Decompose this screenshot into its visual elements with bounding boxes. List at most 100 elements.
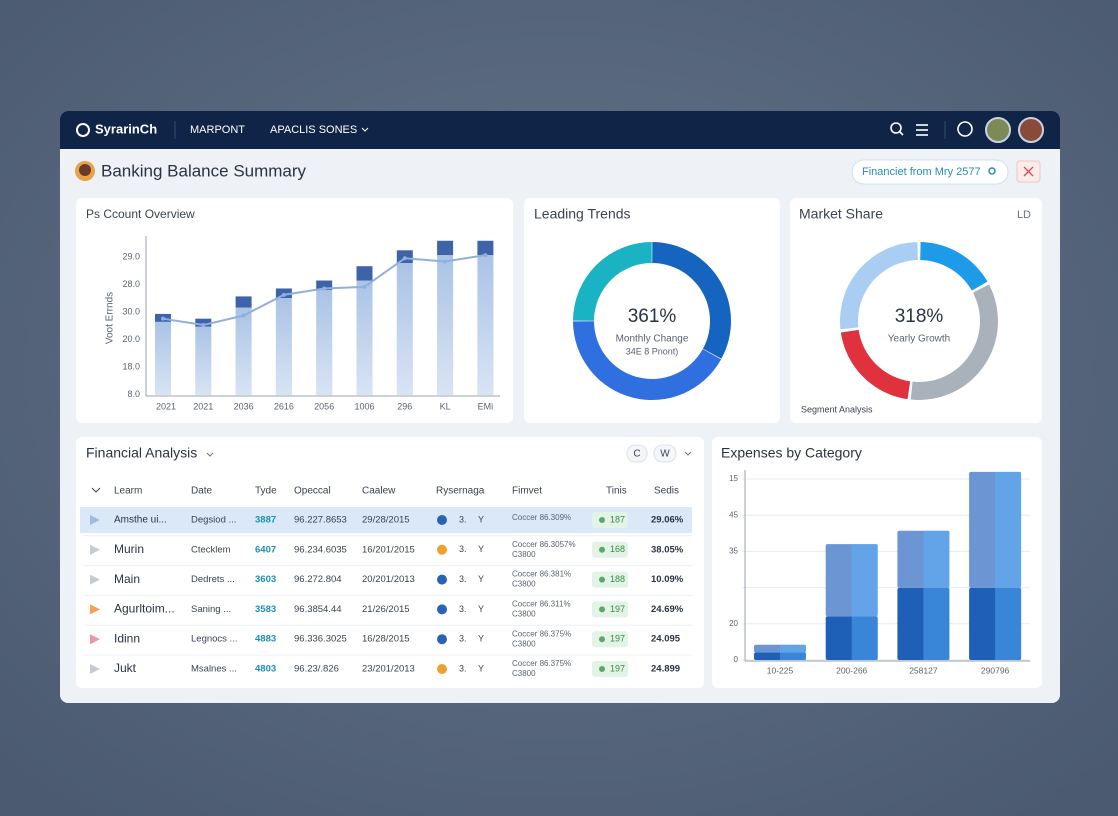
column-header[interactable]: Opeccal	[294, 486, 331, 497]
brand[interactable]: SyrarinCh	[95, 121, 157, 136]
y-tick-label: 8.0	[127, 389, 140, 399]
bar-fade	[437, 255, 454, 395]
chevron[interactable]	[684, 451, 692, 456]
search-icon[interactable]	[890, 122, 904, 136]
cell: Y	[478, 663, 484, 673]
donut-segment	[920, 242, 988, 291]
cell: 197	[610, 634, 625, 644]
y-tick-label: 15	[729, 474, 738, 483]
badge	[592, 541, 628, 558]
panel-footer: Segment Analysis	[801, 404, 873, 414]
cell: Dedrets ...	[191, 574, 235, 585]
column-header[interactable]: Fimvet	[512, 486, 542, 497]
cell[interactable]: Idinn	[114, 631, 140, 645]
bar-fade	[316, 290, 333, 395]
row-icon	[90, 604, 100, 615]
cell[interactable]: Agurltoim...	[114, 602, 175, 616]
cell: 3887	[255, 515, 276, 526]
cell: 29.06%	[651, 515, 684, 526]
column-header[interactable]: Tinis	[606, 486, 627, 497]
cell[interactable]: Main	[114, 572, 140, 586]
row-icon	[90, 515, 100, 525]
trend-point	[362, 284, 367, 289]
y-tick-label: 29.0	[122, 251, 140, 261]
column-header[interactable]: Tyde	[255, 486, 277, 497]
x-tick-label: 2036	[234, 401, 254, 411]
page-title: Banking Balance Summary	[101, 161, 307, 180]
cell: 10.09%	[651, 574, 684, 585]
x-tick-label: 2056	[314, 401, 334, 411]
menu-icon[interactable]	[916, 124, 928, 136]
status-dot	[437, 544, 447, 555]
bar-segment	[356, 266, 373, 281]
cell: Coccer 86.381%	[512, 570, 571, 579]
cell: C3800	[512, 580, 536, 589]
y-tick-label: 20.0	[122, 334, 140, 344]
panel-title: Market Share	[799, 206, 883, 222]
cell: Saning ...	[191, 604, 231, 615]
y-tick-label: 28.0	[122, 279, 140, 289]
cell: 96.336.3025	[294, 634, 347, 645]
button[interactable]	[626, 444, 648, 463]
nav-item[interactable]: MARPONT	[190, 124, 245, 136]
button-label: C	[633, 449, 640, 460]
chevron[interactable]	[206, 452, 214, 457]
trend-point	[483, 253, 488, 258]
chevron[interactable]	[91, 487, 101, 493]
cell[interactable]: Amsthe ui...	[114, 515, 167, 526]
search-box[interactable]	[851, 159, 1009, 185]
cell: 96.23/.826	[294, 664, 339, 675]
bar-highlight	[851, 544, 878, 617]
panel-title: Ps Ccount Overview	[86, 207, 195, 221]
nav-item[interactable]: APACLIS SONES	[270, 124, 357, 136]
cell: 16/28/2015	[362, 634, 410, 645]
cell: 3.	[459, 514, 467, 524]
bar-segment	[754, 644, 806, 653]
donut-value: 318%	[895, 306, 944, 327]
avatar[interactable]	[985, 117, 1011, 143]
cell[interactable]: Murin	[114, 542, 144, 556]
bar-segment	[969, 587, 1022, 660]
brand-logo	[76, 123, 90, 137]
cell: 187	[610, 514, 625, 524]
cell: Coccer 86.375%	[512, 659, 571, 668]
row-icon	[90, 664, 100, 674]
column-header[interactable]: Sedis	[654, 486, 679, 497]
cell: 96.227.8653	[294, 515, 347, 526]
status-dot	[437, 515, 447, 525]
cell: C3800	[512, 610, 536, 619]
x-tick-label: KL	[440, 401, 451, 411]
cell: 20/201/2013	[362, 574, 415, 585]
trend-point	[443, 259, 448, 264]
panel-action[interactable]: LD	[1017, 209, 1031, 221]
status-dot	[437, 634, 447, 645]
cell[interactable]: Jukt	[114, 661, 137, 675]
cell: 4883	[255, 634, 276, 645]
row-icon	[90, 574, 100, 585]
button[interactable]	[653, 444, 677, 463]
cell: Y	[478, 634, 484, 644]
bar-fade	[235, 307, 252, 395]
column-header[interactable]: Learm	[114, 486, 142, 497]
cell: 3583	[255, 604, 276, 615]
activity-icon[interactable]	[957, 121, 973, 137]
cell: 3.	[459, 574, 467, 584]
column-header[interactable]: Date	[191, 486, 213, 497]
cell: 96.272.804	[294, 574, 342, 585]
panel	[76, 437, 704, 688]
row-icon	[90, 544, 100, 555]
button-label: W	[660, 449, 670, 460]
y-tick-label: 18.0	[122, 361, 140, 371]
y-tick-label: 30.0	[122, 306, 140, 316]
badge	[592, 631, 628, 648]
avatar[interactable]	[1018, 117, 1044, 143]
column-header[interactable]: Rysernaga	[436, 486, 485, 497]
donut-segment	[910, 284, 998, 400]
bar-fade	[155, 321, 171, 395]
badge-icon	[599, 546, 605, 553]
column-header[interactable]: Caalew	[362, 486, 396, 497]
bar-highlight	[780, 652, 806, 660]
trend-point	[201, 323, 206, 328]
bar-fade	[396, 263, 413, 395]
